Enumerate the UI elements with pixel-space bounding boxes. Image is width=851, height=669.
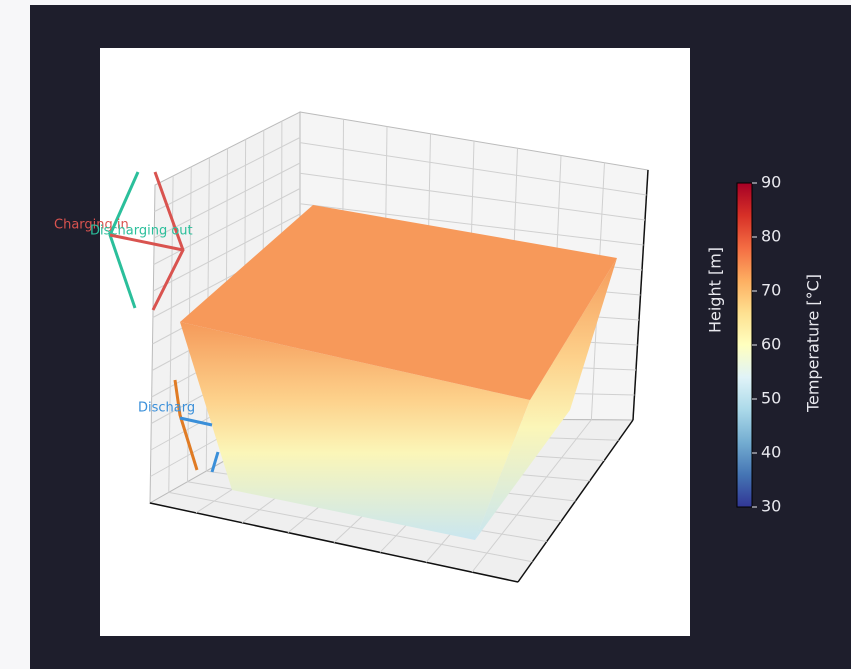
pane-grid: [153, 213, 301, 292]
colorbar-tick-label: 50: [761, 389, 781, 408]
pane-grid: [299, 203, 644, 246]
pane-grid: [153, 188, 301, 265]
annotation: Discharging out: [90, 224, 193, 239]
colorbar-label: Temperature [°C]: [804, 274, 823, 413]
colorbar-tick-label: 40: [761, 443, 781, 462]
colorbar-tick-label: 30: [761, 497, 781, 516]
pane-grid: [154, 137, 301, 212]
tank-surface: [180, 205, 617, 540]
pane-grid: [299, 142, 647, 196]
pipes: [108, 171, 220, 473]
colorbar-tick-label: 60: [761, 335, 781, 354]
annotation: Discharg: [138, 401, 195, 416]
colorbar-tick-label: 80: [761, 227, 781, 246]
pane-grid: [168, 491, 533, 563]
annotation: Charging in: [54, 218, 129, 233]
colorbar: [736, 182, 753, 508]
pane-grid: [153, 162, 301, 239]
z-axis-label: Height [m]: [706, 247, 725, 333]
colorbar-tick-label: 90: [761, 173, 781, 192]
pane-grid: [299, 172, 646, 221]
colorbar-tick-label: 70: [761, 281, 781, 300]
